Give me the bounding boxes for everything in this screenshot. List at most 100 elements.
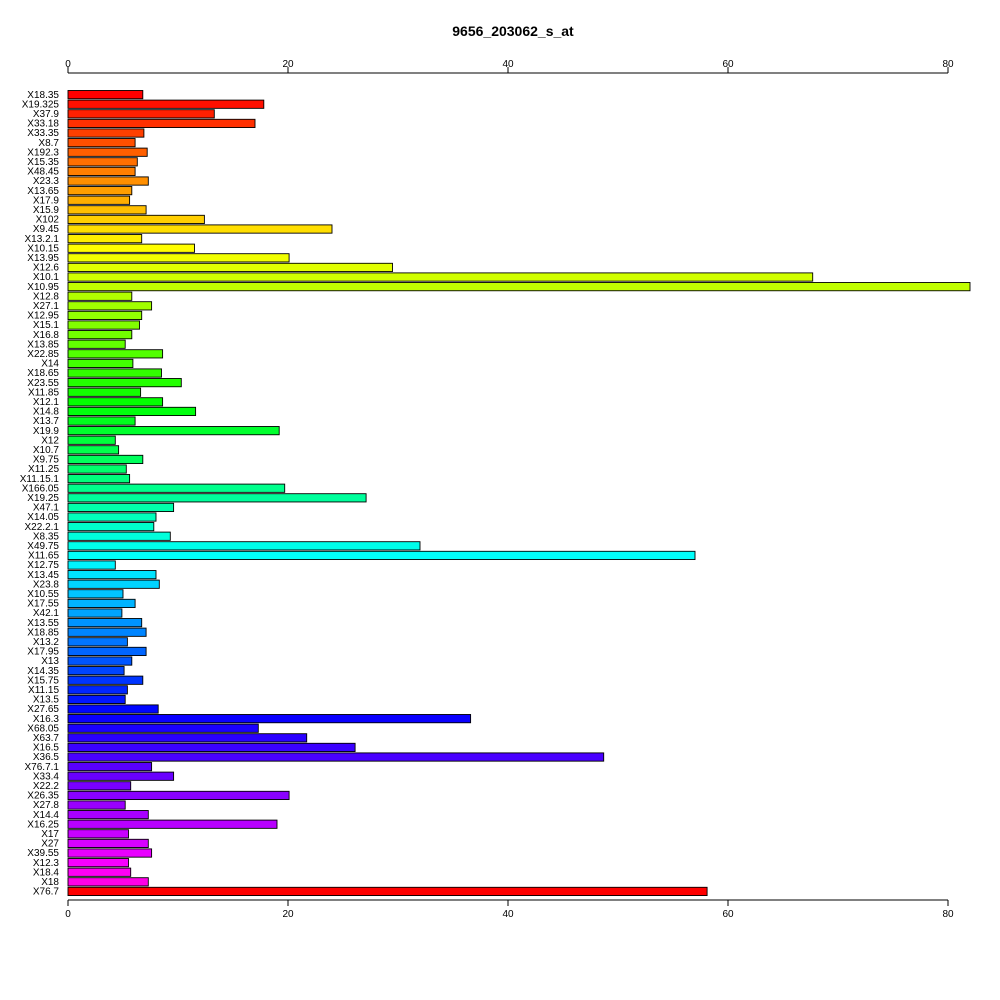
bar bbox=[67, 157, 138, 167]
category-label: X39.55 bbox=[27, 848, 59, 859]
category-label: X10.7 bbox=[33, 445, 60, 456]
category-label: X15.9 bbox=[33, 205, 60, 216]
category-label: X12.1 bbox=[33, 397, 60, 408]
bar bbox=[67, 138, 136, 148]
bar bbox=[67, 330, 133, 340]
category-label: X14.05 bbox=[27, 512, 59, 523]
tick-label: 80 bbox=[942, 909, 954, 920]
bar bbox=[67, 502, 175, 513]
tick-label: 20 bbox=[282, 909, 294, 920]
bar bbox=[67, 99, 265, 109]
tick-label: 0 bbox=[65, 909, 71, 920]
category-label: X16.25 bbox=[27, 819, 59, 830]
category-label: X23.8 bbox=[33, 579, 60, 590]
bar bbox=[67, 589, 124, 599]
bar bbox=[67, 234, 143, 244]
bar bbox=[67, 733, 308, 743]
bar bbox=[67, 522, 155, 532]
top-axis: 0 20 40 60 80 bbox=[65, 59, 954, 74]
bar bbox=[67, 627, 147, 637]
category-label: X18.85 bbox=[27, 627, 59, 638]
tick-label: 20 bbox=[282, 59, 294, 70]
bar bbox=[67, 301, 153, 311]
bar bbox=[67, 714, 472, 724]
category-label: X10.55 bbox=[27, 589, 59, 600]
bar bbox=[67, 445, 120, 455]
bar bbox=[67, 723, 259, 733]
bar bbox=[67, 752, 605, 762]
category-label: X14.8 bbox=[33, 407, 60, 418]
bar bbox=[67, 195, 131, 205]
bars bbox=[67, 90, 971, 897]
bar bbox=[67, 435, 116, 445]
bar bbox=[67, 272, 814, 282]
category-label: X15.1 bbox=[33, 320, 60, 331]
category-label: X17.95 bbox=[27, 647, 59, 658]
category-label: X76.7.1 bbox=[25, 762, 60, 773]
category-label: X13.7 bbox=[33, 416, 60, 427]
bar bbox=[67, 829, 129, 839]
bar bbox=[67, 339, 126, 349]
chart-title: 9656_203062_s_at bbox=[452, 23, 574, 39]
category-label: X13.65 bbox=[27, 186, 59, 197]
category-label: X33.18 bbox=[27, 119, 59, 130]
category-label: X11.85 bbox=[28, 387, 59, 398]
bar bbox=[67, 214, 205, 225]
bar bbox=[67, 646, 147, 657]
bar bbox=[67, 118, 256, 129]
category-label: X17.9 bbox=[33, 195, 60, 206]
category-label: X102 bbox=[36, 215, 60, 226]
bar bbox=[67, 310, 143, 321]
bar bbox=[67, 397, 164, 407]
bar bbox=[67, 800, 126, 810]
tick-label: 0 bbox=[65, 59, 71, 70]
bar bbox=[67, 675, 144, 685]
bar bbox=[67, 531, 171, 541]
category-label: X14 bbox=[41, 359, 59, 370]
category-label: X17.55 bbox=[27, 599, 59, 610]
bar bbox=[67, 742, 356, 753]
bar bbox=[67, 704, 159, 714]
bar bbox=[67, 819, 278, 829]
bar bbox=[67, 282, 971, 292]
category-label: X23.3 bbox=[33, 176, 60, 187]
category-label: X12.95 bbox=[27, 311, 59, 322]
category-label: X27.8 bbox=[33, 800, 60, 811]
bar bbox=[67, 454, 144, 465]
category-label: X13.5 bbox=[33, 695, 60, 706]
bar bbox=[67, 378, 182, 388]
bar bbox=[67, 867, 132, 877]
category-label: X9.75 bbox=[33, 455, 60, 466]
bar bbox=[67, 291, 133, 301]
bar bbox=[67, 762, 153, 772]
bar bbox=[67, 790, 290, 801]
category-label: X27 bbox=[41, 839, 59, 850]
category-label: X13.2 bbox=[33, 637, 60, 648]
bar bbox=[67, 406, 197, 417]
category-label: X16.3 bbox=[33, 714, 60, 725]
category-label: X18.4 bbox=[33, 867, 60, 878]
bar bbox=[67, 781, 132, 791]
bar bbox=[67, 474, 131, 484]
bar bbox=[67, 426, 280, 436]
bar bbox=[67, 560, 116, 570]
category-label: X13.45 bbox=[27, 570, 59, 581]
category-label: X37.9 bbox=[33, 109, 60, 120]
category-label: X11.25 bbox=[28, 464, 59, 475]
bar bbox=[67, 416, 136, 426]
category-label: X12.75 bbox=[27, 560, 59, 571]
category-label: X9.45 bbox=[33, 224, 60, 235]
category-label: X18.35 bbox=[27, 90, 59, 101]
bar bbox=[67, 205, 147, 215]
category-labels: X18.35X19.325X37.9X33.18X33.35X8.7X192.3… bbox=[20, 90, 60, 898]
category-label: X18.65 bbox=[27, 368, 59, 379]
bar bbox=[67, 579, 160, 589]
bar bbox=[67, 570, 157, 580]
category-label: X10.95 bbox=[27, 282, 59, 293]
bar bbox=[67, 838, 149, 849]
bar bbox=[67, 90, 144, 100]
bar bbox=[67, 550, 696, 561]
category-label: X16.5 bbox=[33, 743, 60, 754]
category-label: X18 bbox=[41, 877, 59, 888]
category-label: X23.55 bbox=[27, 378, 59, 389]
